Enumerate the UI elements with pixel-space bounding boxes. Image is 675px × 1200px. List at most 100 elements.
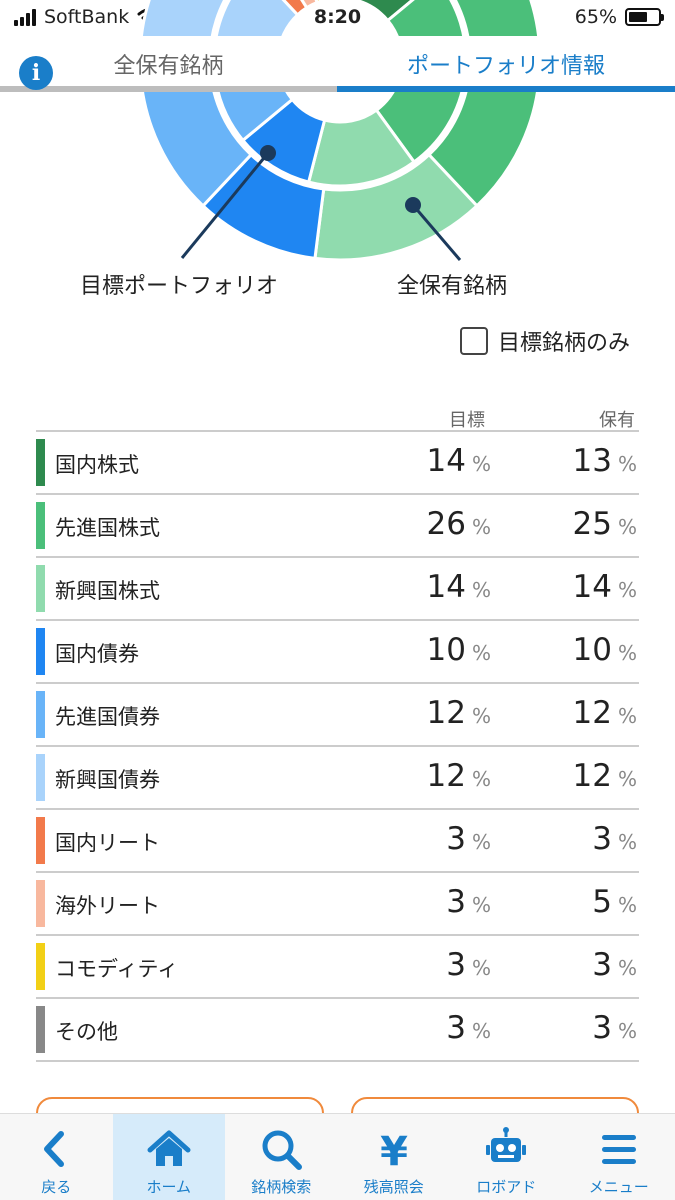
holdings-percent: 25% (573, 506, 637, 542)
target-percent: 14% (427, 569, 491, 605)
holdings-percent: 12% (573, 758, 637, 794)
nav-item-home[interactable]: ホーム (112, 1114, 225, 1200)
percent-unit: % (471, 893, 491, 917)
nav-item-robot[interactable]: ロボアド (450, 1114, 563, 1200)
percent-unit: % (471, 578, 491, 602)
carrier-name: SoftBank (44, 6, 130, 28)
target-percent: 3% (446, 884, 491, 920)
tab-bar: 全保有銘柄 ポートフォリオ情報 (0, 36, 675, 92)
target-percent-number: 3 (446, 821, 466, 857)
tab-portfolio-info[interactable]: ポートフォリオ情報 (406, 54, 605, 79)
asset-class-name: 海外リート (55, 894, 160, 918)
percent-unit: % (617, 578, 637, 602)
target-percent-number: 3 (446, 1010, 466, 1046)
asset-class-name: 新興国株式 (55, 579, 160, 603)
home-icon (147, 1130, 191, 1166)
percent-unit: % (471, 830, 491, 854)
holdings-percent: 10% (573, 632, 637, 668)
asset-color-swatch (36, 565, 45, 612)
percent-unit: % (617, 452, 637, 476)
percent-unit: % (617, 893, 637, 917)
target-percent: 3% (446, 821, 491, 857)
asset-class-name: 国内株式 (55, 453, 139, 477)
nav-item-search[interactable]: 銘柄検索 (225, 1114, 338, 1200)
target-percent-number: 3 (446, 884, 466, 920)
tab-indicator-inactive (0, 86, 337, 92)
holdings-percent-number: 3 (592, 821, 612, 857)
target-percent: 12% (427, 758, 491, 794)
nav-item-back-chevron[interactable]: 戻る (0, 1114, 113, 1200)
asset-color-swatch (36, 502, 45, 549)
target-only-checkbox[interactable] (460, 327, 488, 355)
asset-class-name: 国内リート (55, 831, 160, 855)
table-row: 先進国株式 26% 25% (36, 495, 639, 558)
target-ring-segment-8 (314, 0, 331, 5)
holdings-percent-number: 10 (572, 632, 612, 668)
target-only-label: 目標銘柄のみ (498, 331, 631, 356)
nav-label: メニュー (588, 1178, 649, 1196)
table-row: その他 3% 3% (36, 999, 639, 1062)
battery-percent: 65% (574, 6, 617, 28)
holdings-percent: 5% (592, 884, 637, 920)
column-header-target: 目標 (449, 410, 485, 431)
asset-color-swatch (36, 817, 45, 864)
table-row: 新興国債券 12% 12% (36, 747, 639, 810)
target-percent: 3% (446, 1010, 491, 1046)
holdings-percent: 12% (573, 695, 637, 731)
asset-class-name: 国内債券 (55, 642, 139, 666)
target-percent-number: 14 (426, 443, 466, 479)
pointer-line-holdings (411, 204, 462, 261)
nav-item-yen[interactable]: ¥ 残高照会 (338, 1114, 451, 1200)
target-percent-number: 14 (426, 569, 466, 605)
menu-icon (601, 1135, 636, 1164)
status-right: 65% (574, 6, 664, 28)
asset-color-swatch (36, 754, 45, 801)
holdings-percent-number: 12 (572, 758, 612, 794)
back-chevron-icon (44, 1131, 65, 1167)
nav-label: 残高照会 (363, 1178, 424, 1196)
tab-all-holdings[interactable]: 全保有銘柄 (113, 54, 224, 79)
nav-label: ロボアド (476, 1178, 537, 1196)
target-percent-number: 12 (426, 695, 466, 731)
target-percent: 3% (446, 947, 491, 983)
chart-label-holdings: 全保有銘柄 (397, 274, 508, 299)
target-percent-number: 10 (426, 632, 466, 668)
percent-unit: % (471, 515, 491, 539)
asset-class-name: 新興国債券 (55, 768, 160, 792)
target-ring-segment-0 (347, 0, 415, 23)
percent-unit: % (617, 704, 637, 728)
status-bar: SoftBank 8:20 65% (0, 0, 675, 36)
holdings-percent-number: 5 (592, 884, 612, 920)
asset-color-swatch (36, 691, 45, 738)
holdings-percent: 14% (573, 569, 637, 605)
target-percent-number: 3 (446, 947, 466, 983)
info-icon[interactable]: i (19, 56, 53, 90)
asset-class-name: コモディティ (55, 957, 179, 981)
robot-icon (486, 1127, 527, 1162)
asset-color-swatch (36, 439, 45, 486)
asset-color-swatch (36, 880, 45, 927)
holdings-percent-number: 14 (572, 569, 612, 605)
pointer-line-target (180, 152, 270, 259)
target-percent-number: 12 (426, 758, 466, 794)
table-row: 国内債券 10% 10% (36, 621, 639, 684)
percent-unit: % (617, 1019, 637, 1043)
asset-class-name: その他 (55, 1020, 118, 1044)
table-row: 国内株式 14% 13% (36, 432, 639, 495)
holdings-percent-number: 3 (592, 1010, 612, 1046)
bottom-navigation: 戻る ホーム 銘柄検索 ¥ 残高照会 ロボアド メニュー (0, 1113, 675, 1200)
holdings-percent: 3% (592, 947, 637, 983)
percent-unit: % (617, 830, 637, 854)
allocation-table: 国内株式 14% 13% 先進国株式 26% 25% 新興国株式 14% 14% 国内債券 10% 1… (36, 430, 639, 1062)
tab-indicator-active (337, 86, 675, 92)
asset-color-swatch (36, 1006, 45, 1053)
target-percent: 14% (427, 443, 491, 479)
percent-unit: % (471, 452, 491, 476)
percent-unit: % (617, 641, 637, 665)
holdings-percent: 3% (592, 821, 637, 857)
chart-label-target: 目標ポートフォリオ (80, 274, 279, 299)
nav-item-menu[interactable]: メニュー (563, 1114, 675, 1200)
pointer-dot-holdings (405, 197, 421, 213)
pointer-dot-target (260, 145, 276, 161)
target-only-filter[interactable]: 目標銘柄のみ (460, 325, 630, 357)
